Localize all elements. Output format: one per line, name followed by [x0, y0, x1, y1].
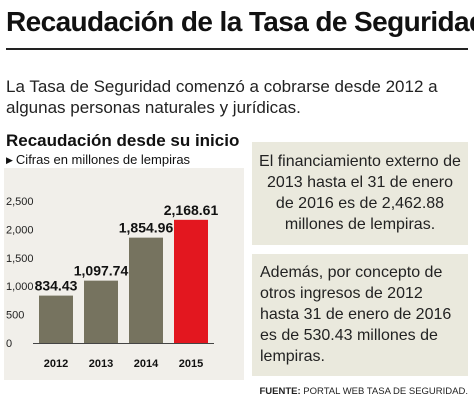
bar-chart: 0 500 1,000 1,500 2,000 2,500 834.43 2012 1,097.… — [6, 196, 219, 370]
bar-value-label: 834.43 — [35, 278, 78, 294]
source-label: FUENTE: — [259, 386, 301, 397]
intro-text: La Tasa de Seguridad comenzó a cobrarse … — [6, 77, 438, 117]
x-tick-label: 2015 — [179, 358, 203, 370]
external-financing-note: El financiamiento externo de 2013 hasta … — [252, 142, 468, 245]
page-title: Recaudación de la Tasa de Seguridad — [6, 6, 474, 37]
y-tick-label: 1,000 — [6, 281, 34, 293]
bar-value-label: 2,168.61 — [164, 202, 219, 218]
bar-value-label: 1,097.74 — [74, 263, 129, 279]
source-credit: FUENTE: PORTAL WEB TASA DE SEGURIDAD. — [259, 386, 468, 397]
y-tick-label: 1,500 — [6, 253, 34, 265]
x-tick-label: 2012 — [44, 358, 68, 370]
source-text: PORTAL WEB TASA DE SEGURIDAD. — [303, 386, 468, 397]
title-divider — [6, 48, 468, 50]
x-tick-label: 2013 — [89, 358, 113, 370]
bar — [39, 295, 73, 343]
y-tick-label: 2,500 — [6, 196, 34, 208]
chart-subtitle: ▶ Cifras en millones de lempiras — [6, 152, 246, 167]
triangle-bullet-icon: ▶ — [6, 155, 13, 165]
chart-title: Recaudación desde su inicio — [6, 131, 240, 150]
bar — [84, 280, 118, 343]
y-tick-label: 500 — [6, 310, 24, 322]
y-tick-label: 2,000 — [6, 224, 34, 236]
x-tick-label: 2014 — [134, 358, 159, 370]
bar — [129, 237, 163, 343]
y-tick-label: 0 — [6, 338, 12, 350]
bar — [174, 219, 208, 343]
other-income-note: Además, por concepto de otros ingresos d… — [252, 254, 468, 376]
bar-value-label: 1,854.96 — [119, 220, 174, 236]
chart-subtitle-text: Cifras en millones de lempiras — [15, 152, 191, 167]
